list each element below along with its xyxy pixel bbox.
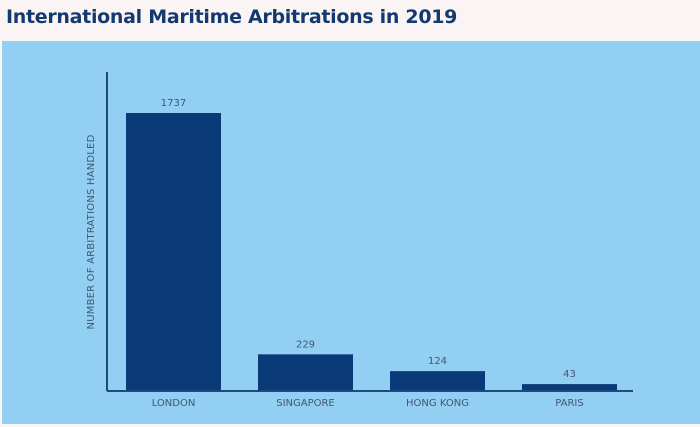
bar-singapore	[258, 354, 353, 391]
x-tick-label: SINGAPORE	[276, 398, 335, 409]
data-label: 124	[428, 356, 447, 367]
data-label: 43	[563, 369, 576, 380]
x-tick-label: PARIS	[555, 398, 583, 409]
bar-london	[126, 113, 221, 391]
bar-hong-kong	[390, 371, 485, 391]
chart-title: International Maritime Arbitrations in 2…	[6, 6, 458, 28]
x-tick-label: LONDON	[152, 398, 196, 409]
x-tick-label: HONG KONG	[406, 398, 469, 409]
data-label: 229	[296, 339, 315, 350]
data-label: 1737	[161, 98, 186, 109]
y-axis-label: NUMBER OF ARBITRATIONS HANDLED	[86, 134, 97, 329]
bar-paris	[522, 384, 617, 391]
